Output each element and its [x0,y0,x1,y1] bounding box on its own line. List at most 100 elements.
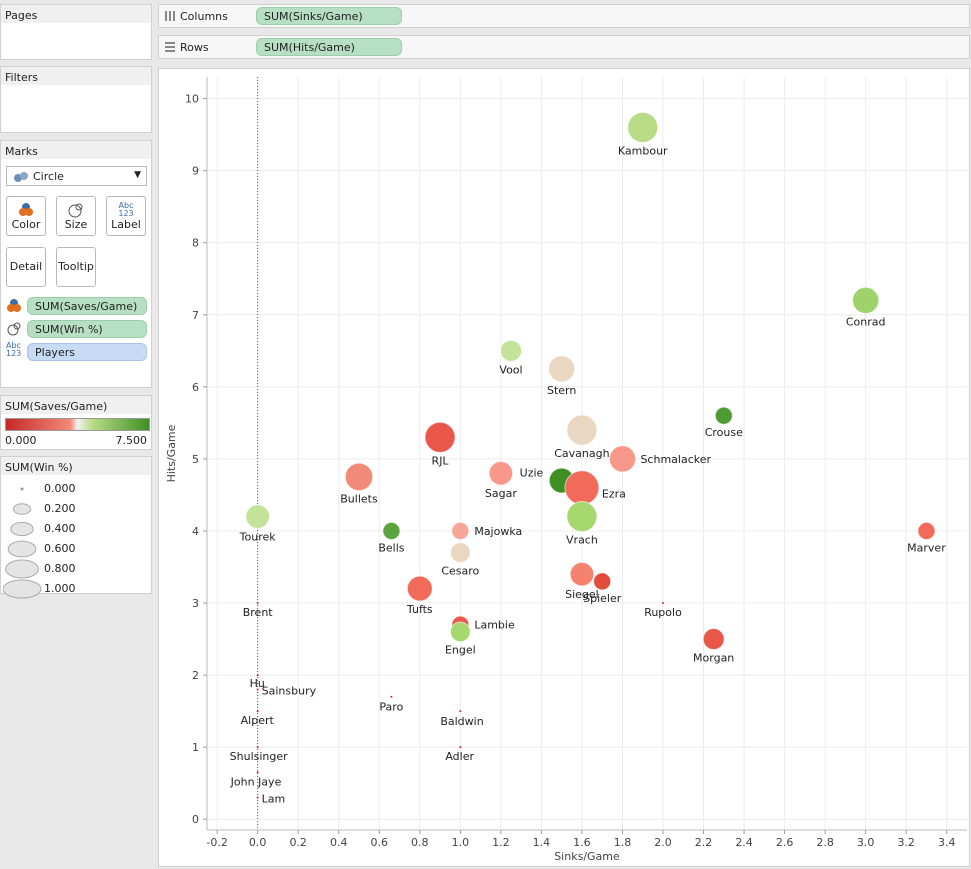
data-label: Bullets [340,493,378,506]
size-legend-label: 0.000 [44,482,76,495]
x-tick-label: 2.8 [816,836,834,849]
color-button-label: Color [11,218,41,231]
pages-panel: Pages [0,4,152,60]
detail-button[interactable]: Detail [6,247,46,287]
x-tick-label: -0.2 [206,836,227,849]
data-label: Marver [907,542,946,555]
x-tick-label: 2.4 [735,836,753,849]
size-legend-item: 0.400 [1,519,151,539]
data-label: Conrad [846,315,886,328]
columns-icon [165,11,175,21]
data-point-sainsbury[interactable] [256,688,259,691]
y-tick-label: 2 [192,669,199,682]
data-point-rjl[interactable] [424,421,456,453]
data-point-bells[interactable] [382,521,401,541]
data-point-brent[interactable] [256,602,259,605]
data-label: RJL [432,454,450,467]
data-point-marver[interactable] [917,521,936,541]
data-point-adler[interactable] [459,746,462,749]
columns-shelf-label: Columns [165,10,228,23]
y-tick-label: 9 [192,165,199,178]
rows-shelf-label: Rows [165,41,209,54]
size-button-label: Size [64,218,88,231]
size-legend: SUM(Win %) 0.000 0.200 0.400 0.600 0.800 1.00… [0,456,152,599]
y-tick-label: 10 [185,93,199,106]
data-point-morgan[interactable] [702,628,725,651]
data-point-engel[interactable] [449,621,471,643]
data-point-siegel[interactable] [569,561,595,587]
data-point-vool[interactable] [500,339,522,362]
data-point-hu[interactable] [256,674,259,677]
data-label: Brent [243,606,274,619]
data-point-kambour[interactable] [627,111,659,143]
data-point-ezra[interactable] [564,470,600,506]
color-legend-min: 0.000 [5,434,37,447]
size-legend-label: 1.000 [44,582,76,595]
filters-title: Filters [1,67,151,85]
size-legend-circle [5,559,39,579]
data-point-conrad[interactable] [852,286,880,314]
data-label: Uzie [520,467,544,480]
color-legend-title: SUM(Saves/Game) [1,396,151,414]
data-point-majowka[interactable] [451,521,470,541]
data-point-sagar[interactable] [488,461,514,486]
saves-color-pill[interactable]: SUM(Saves/Game) [27,297,147,315]
data-point-paro[interactable] [390,695,393,698]
label-icon: Abc 123 [6,341,22,358]
label-button[interactable]: Abc 123 Label [106,196,146,236]
data-label: Rupolo [644,606,682,619]
data-point-john-jaye[interactable] [256,771,259,774]
circle-mark-icon [13,171,29,186]
rows-pill[interactable]: SUM(Hits/Game) [256,38,402,56]
data-point-cesaro[interactable] [449,542,471,563]
color-icon [6,298,22,317]
x-tick-label: 0.6 [371,836,389,849]
x-tick-label: 2.2 [695,836,713,849]
size-legend-item: 0.600 [1,539,151,559]
data-label: Morgan [693,652,734,665]
data-label: Sagar [485,487,517,500]
win-size-pill[interactable]: SUM(Win %) [27,320,147,338]
x-tick-label: 1.0 [452,836,470,849]
data-point-crouse[interactable] [714,406,733,425]
data-label: Tourek [239,530,277,543]
mark-type-dropdown[interactable]: Circle ▼ [6,166,147,186]
data-point-tufts[interactable] [406,575,433,602]
y-tick-label: 0 [192,813,199,826]
color-gradient-bar[interactable] [5,418,150,431]
chart-area[interactable]: -0.2 0.0 0.2 0.4 0.6 0.8 1.0 1.2 1.4 1.6 1.8 2.0 2.2… [158,68,970,867]
data-point-baldwin[interactable] [459,710,462,713]
data-point-lam[interactable] [256,796,259,799]
data-point-shulsinger[interactable] [256,746,259,749]
players-label-pill[interactable]: Players [27,343,147,361]
tooltip-button[interactable]: Tooltip [56,247,96,287]
columns-pill[interactable]: SUM(Sinks/Game) [256,7,402,25]
size-button[interactable]: Size [56,196,96,236]
y-tick-label: 3 [192,597,199,610]
data-label: Tufts [406,603,433,616]
marks-title: Marks [1,141,151,159]
data-point-vrach[interactable] [566,501,598,533]
chevron-down-icon: ▼ [134,170,141,180]
x-tick-label: 0.8 [411,836,429,849]
size-icon [68,203,83,218]
data-point-bullets[interactable] [344,462,374,492]
data-point-alpert[interactable] [256,710,259,713]
size-legend-label: 0.200 [44,502,76,515]
data-point-schmalacker[interactable] [608,445,637,473]
size-legend-item: 0.000 [1,479,151,499]
x-tick-label: 3.2 [897,836,915,849]
data-point-spieler[interactable] [593,572,612,591]
x-tick-label: 1.2 [492,836,510,849]
data-point-tourek[interactable] [245,504,270,529]
data-label: Vool [499,363,522,376]
size-legend-item: 0.200 [1,499,151,519]
color-button[interactable]: Color [6,196,46,236]
size-legend-circle [10,521,34,537]
data-point-stern[interactable] [548,355,576,383]
data-label: Vrach [566,534,598,547]
data-point-cavanagh[interactable] [566,414,598,446]
data-label: Sainsbury [262,684,317,697]
data-point-rupolo[interactable] [662,602,664,605]
scatter-chart[interactable]: -0.2 0.0 0.2 0.4 0.6 0.8 1.0 1.2 1.4 1.6 1.8 2.0 2.2… [159,69,969,866]
